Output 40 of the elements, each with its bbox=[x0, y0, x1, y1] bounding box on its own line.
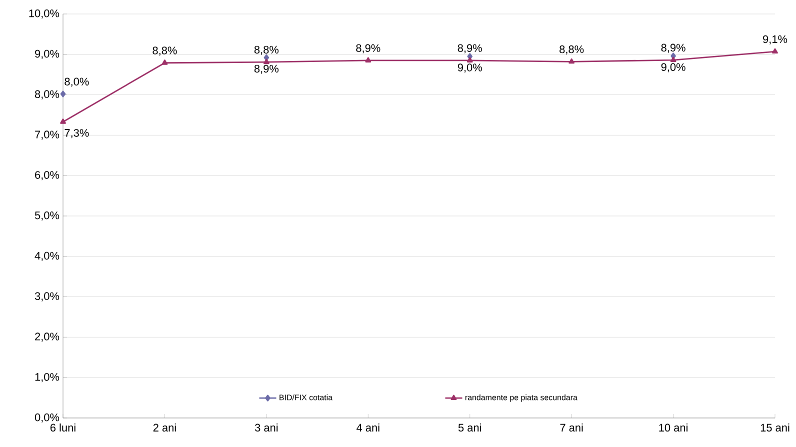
x-tick-label: 15 ani bbox=[760, 424, 790, 432]
data-label: 8,9% bbox=[254, 64, 279, 74]
point bbox=[466, 57, 473, 62]
data-label: 8,0% bbox=[64, 78, 89, 87]
point bbox=[162, 60, 168, 65]
x-tick-label: 6 luni bbox=[50, 424, 76, 432]
x-tick-label: 2 ani bbox=[153, 424, 176, 432]
data-label: 9,1% bbox=[763, 35, 788, 44]
point bbox=[365, 57, 372, 62]
point bbox=[772, 48, 778, 54]
point bbox=[670, 56, 676, 62]
point bbox=[263, 58, 270, 64]
x-tick-label: 10 ani bbox=[659, 424, 688, 432]
y-tick-label: 0,0% bbox=[34, 413, 60, 423]
data-label: 7,3% bbox=[64, 129, 89, 138]
data-label: 8,9% bbox=[458, 44, 482, 54]
y-tick-label: 5,0% bbox=[34, 211, 60, 221]
data-label: 8,9% bbox=[356, 44, 380, 54]
y-tick-label: 4,0% bbox=[34, 252, 60, 261]
x-tick-label: 4 ani bbox=[356, 424, 380, 432]
data-label: 9,0% bbox=[661, 63, 686, 72]
point bbox=[568, 58, 575, 64]
data-label: 8,8% bbox=[254, 46, 279, 55]
y-tick-label: 7,0% bbox=[35, 130, 60, 140]
y-tick-label: 9,0% bbox=[35, 50, 60, 59]
y-tick-label: 10,0% bbox=[29, 9, 60, 19]
y-tick-label: 3,0% bbox=[34, 292, 60, 302]
data-label: 8,8% bbox=[152, 46, 177, 56]
x-tick-label: 3 ani bbox=[254, 424, 278, 432]
y-tick-label: 6,0% bbox=[35, 171, 60, 180]
data-label: 8,9% bbox=[661, 44, 686, 53]
point bbox=[60, 118, 66, 124]
y-tick-label: 1,0% bbox=[35, 373, 60, 382]
y-tick-label: 2,0% bbox=[35, 332, 60, 342]
data-label: 8,8% bbox=[560, 45, 584, 54]
data-label: 9,0% bbox=[458, 64, 482, 73]
x-tick-label: 7 ani bbox=[560, 424, 583, 432]
y-tick-label: 8,0% bbox=[34, 90, 60, 100]
point bbox=[60, 90, 66, 98]
x-tick-label: 5 ani bbox=[458, 424, 481, 432]
